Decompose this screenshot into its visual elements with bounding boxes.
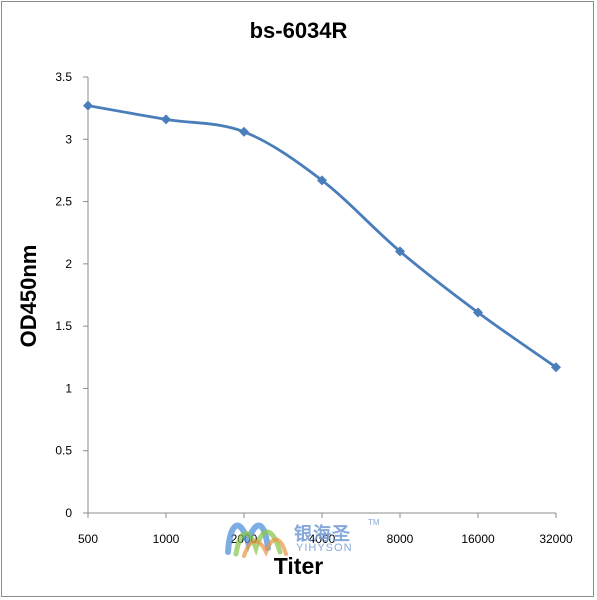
y-tick-label: 0.5 [55,444,72,458]
data-point-marker [551,362,561,373]
y-tick-label: 2 [65,257,72,271]
yihyson-watermark: 银海圣 TM YIHYSON [222,512,382,560]
x-tick-label: 8000 [387,532,414,546]
y-tick-label: 1 [65,381,72,395]
x-tick-label: 16000 [461,532,495,546]
x-tick-label: 32000 [539,532,573,546]
x-axis-label: Titer [273,553,324,579]
x-tick-label: 4000 [309,532,336,546]
y-tick-label: 0 [65,506,72,520]
watermark-cn-text: 银海圣 [294,524,351,545]
data-point-marker [239,126,249,137]
data-point-marker [395,246,405,257]
y-tick-label: 3.5 [55,70,72,84]
data-point-marker [473,307,483,318]
watermark-en-text: YIHYSON [296,542,353,554]
chart-title: bs-6034R [249,18,348,43]
x-tick-label: 500 [78,532,98,546]
data-point-marker [317,175,327,186]
yihyson-logo-icon [225,522,288,558]
y-tick-label: 1.5 [55,319,72,333]
x-tick-label: 1000 [153,532,180,546]
y-tick-label: 2.5 [55,195,72,209]
series-line [87,104,557,369]
watermark-tm: TM [368,518,380,527]
data-point-marker [161,114,171,125]
data-point-marker [83,100,93,111]
y-tick-label: 3 [65,132,72,146]
